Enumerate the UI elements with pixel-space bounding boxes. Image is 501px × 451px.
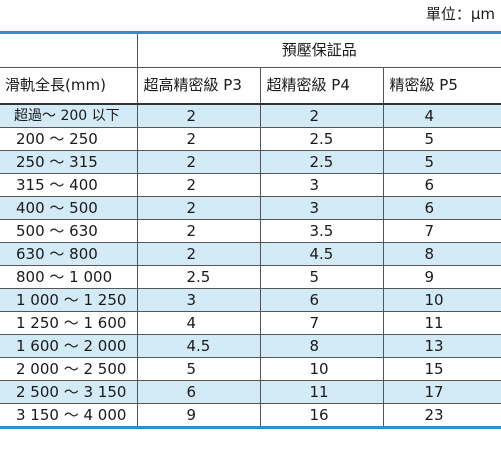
table-row: 3 150 ～ 4 000 9 16 23 xyxy=(0,403,501,428)
table-row: 1 600 ～ 2 000 4.5 8 13 xyxy=(0,334,501,358)
table-row: 500 ～ 630 2 3.5 7 xyxy=(0,219,501,243)
p5-value-cell: 11 xyxy=(382,311,501,335)
p3-value-cell: 2.5 xyxy=(136,265,261,289)
p5-value-cell: 10 xyxy=(382,288,501,312)
p4-value-cell: 3.5 xyxy=(259,219,384,243)
unit-label: 單位：μm xyxy=(425,5,495,23)
rail-length-cell: 500 ～ 630 xyxy=(0,219,138,243)
rail-length-cell: 1 600 ～ 2 000 xyxy=(0,334,138,358)
p4-value-cell: 7 xyxy=(259,311,384,335)
p4-value-cell: 6 xyxy=(259,288,384,312)
column-header-p3: 超高精密級 P3 xyxy=(136,67,261,105)
table-row: 630 ～ 800 2 4.5 8 xyxy=(0,242,501,266)
table-row: 2 000 ～ 2 500 5 10 15 xyxy=(0,357,501,381)
rail-length-cell: 800 ～ 1 000 xyxy=(0,265,138,289)
p4-value-cell: 8 xyxy=(259,334,384,358)
group-header: 預壓保証品 xyxy=(136,32,501,68)
column-header-p4: 超精密級 P4 xyxy=(259,67,384,105)
p5-value-cell: 15 xyxy=(382,357,501,381)
table-row: 800 ～ 1 000 2.5 5 9 xyxy=(0,265,501,289)
p3-value-cell: 2 xyxy=(136,103,261,128)
rail-length-cell: 2 000 ～ 2 500 xyxy=(0,357,138,381)
column-header-rail-length: 滑軌全長(mm) xyxy=(0,67,138,105)
p5-value-cell: 5 xyxy=(382,150,501,174)
table-row: 1 000 ～ 1 250 3 6 10 xyxy=(0,288,501,312)
p5-value-cell: 23 xyxy=(382,403,501,428)
p5-value-cell: 13 xyxy=(382,334,501,358)
p4-value-cell: 2.5 xyxy=(259,127,384,151)
p3-value-cell: 4 xyxy=(136,311,261,335)
column-header-p5: 精密級 P5 xyxy=(382,67,501,105)
p3-value-cell: 9 xyxy=(136,403,261,428)
p4-value-cell: 4.5 xyxy=(259,242,384,266)
rail-length-cell: 315 ～ 400 xyxy=(0,173,138,197)
p5-value-cell: 6 xyxy=(382,173,501,197)
rail-length-cell: 1 000 ～ 1 250 xyxy=(0,288,138,312)
table-row: 超過～ 200 以下 2 2 4 xyxy=(0,103,501,128)
header-corner-cell xyxy=(0,32,138,68)
p4-value-cell: 2 xyxy=(259,103,384,128)
p5-value-cell: 6 xyxy=(382,196,501,220)
rail-length-cell: 200 ～ 250 xyxy=(0,127,138,151)
rail-length-cell: 超過～ 200 以下 xyxy=(0,103,138,128)
p3-value-cell: 2 xyxy=(136,242,261,266)
p4-value-cell: 3 xyxy=(259,196,384,220)
p3-value-cell: 2 xyxy=(136,196,261,220)
p5-value-cell: 7 xyxy=(382,219,501,243)
table-body: 超過～ 200 以下 2 2 4 200 ～ 250 2 2.5 5 250 ～ 315 2 2.5… xyxy=(0,103,501,428)
table-row: 2 500 ～ 3 150 6 11 17 xyxy=(0,380,501,404)
p4-value-cell: 10 xyxy=(259,357,384,381)
rail-length-cell: 400 ～ 500 xyxy=(0,196,138,220)
p3-value-cell: 3 xyxy=(136,288,261,312)
p5-value-cell: 8 xyxy=(382,242,501,266)
p3-value-cell: 5 xyxy=(136,357,261,381)
p5-value-cell: 5 xyxy=(382,127,501,151)
p5-value-cell: 9 xyxy=(382,265,501,289)
rail-length-cell: 250 ～ 315 xyxy=(0,150,138,174)
rail-length-cell: 3 150 ～ 4 000 xyxy=(0,403,138,428)
rail-length-cell: 630 ～ 800 xyxy=(0,242,138,266)
p3-value-cell: 4.5 xyxy=(136,334,261,358)
p3-value-cell: 2 xyxy=(136,127,261,151)
preload-tolerance-table: 預壓保証品 滑軌全長(mm) 超高精密級 P3 超精密級 P4 精密級 P5 超… xyxy=(0,31,501,429)
p4-value-cell: 2.5 xyxy=(259,150,384,174)
p4-value-cell: 16 xyxy=(259,403,384,428)
rail-length-cell: 2 500 ～ 3 150 xyxy=(0,380,138,404)
p4-value-cell: 3 xyxy=(259,173,384,197)
table-row: 250 ～ 315 2 2.5 5 xyxy=(0,150,501,174)
p4-value-cell: 5 xyxy=(259,265,384,289)
p3-value-cell: 2 xyxy=(136,150,261,174)
table-row: 315 ～ 400 2 3 6 xyxy=(0,173,501,197)
p4-value-cell: 11 xyxy=(259,380,384,404)
p5-value-cell: 4 xyxy=(382,103,501,128)
table-row: 400 ～ 500 2 3 6 xyxy=(0,196,501,220)
table-row: 200 ～ 250 2 2.5 5 xyxy=(0,127,501,151)
p3-value-cell: 6 xyxy=(136,380,261,404)
p3-value-cell: 2 xyxy=(136,173,261,197)
p3-value-cell: 2 xyxy=(136,219,261,243)
table-row: 1 250 ～ 1 600 4 7 11 xyxy=(0,311,501,335)
rail-length-cell: 1 250 ～ 1 600 xyxy=(0,311,138,335)
p5-value-cell: 17 xyxy=(382,380,501,404)
